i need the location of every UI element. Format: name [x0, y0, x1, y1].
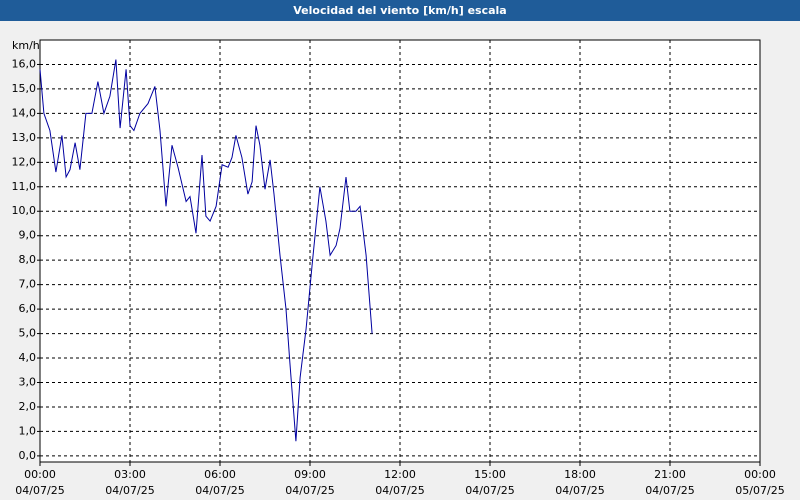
y-tick-label: 13,0	[12, 131, 37, 144]
x-tick-label: 06:00	[204, 468, 236, 481]
y-unit: km/h	[12, 39, 40, 52]
x-tick-label: 09:00	[294, 468, 326, 481]
y-tick-label: 14,0	[12, 106, 37, 119]
x-tick-label: 04/07/25	[285, 484, 334, 497]
x-tick-label: 04/07/25	[465, 484, 514, 497]
x-tick-label: 00:00	[24, 468, 56, 481]
x-tick-label: 21:00	[654, 468, 686, 481]
x-tick-label: 04/07/25	[195, 484, 244, 497]
y-tick-label: 12,0	[12, 155, 37, 168]
x-tick-label: 18:00	[564, 468, 596, 481]
y-tick-label: 6,0	[19, 302, 37, 315]
x-tick-label: 12:00	[384, 468, 416, 481]
x-tick-label: 04/07/25	[645, 484, 694, 497]
chart-title: Velocidad del viento [km/h] escala	[293, 4, 506, 17]
x-tick-label: 04/07/25	[105, 484, 154, 497]
y-tick-label: 11,0	[12, 180, 37, 193]
x-tick-label: 00:00	[744, 468, 776, 481]
x-tick-label: 04/07/25	[375, 484, 424, 497]
y-tick-label: 3,0	[19, 375, 37, 388]
y-tick-label: 0,0	[19, 449, 37, 462]
y-tick-label: 5,0	[19, 327, 37, 340]
y-tick-label: 1,0	[19, 424, 37, 437]
x-tick-label: 15:00	[474, 468, 506, 481]
x-tick-label: 05/07/25	[735, 484, 784, 497]
x-tick-label: 04/07/25	[15, 484, 64, 497]
y-tick-label: 8,0	[19, 253, 37, 266]
y-tick-label: 16,0	[12, 57, 37, 70]
y-tick-label: 10,0	[12, 204, 37, 217]
x-tick-label: 04/07/25	[555, 484, 604, 497]
y-tick-label: 9,0	[19, 229, 37, 242]
data-line	[39, 59, 373, 442]
y-tick-label: 4,0	[19, 351, 37, 364]
y-tick-label: 15,0	[12, 82, 37, 95]
title-bar	[0, 0, 800, 21]
y-tick-label: 7,0	[19, 278, 37, 291]
y-tick-label: 2,0	[19, 400, 37, 413]
x-tick-label: 03:00	[114, 468, 146, 481]
